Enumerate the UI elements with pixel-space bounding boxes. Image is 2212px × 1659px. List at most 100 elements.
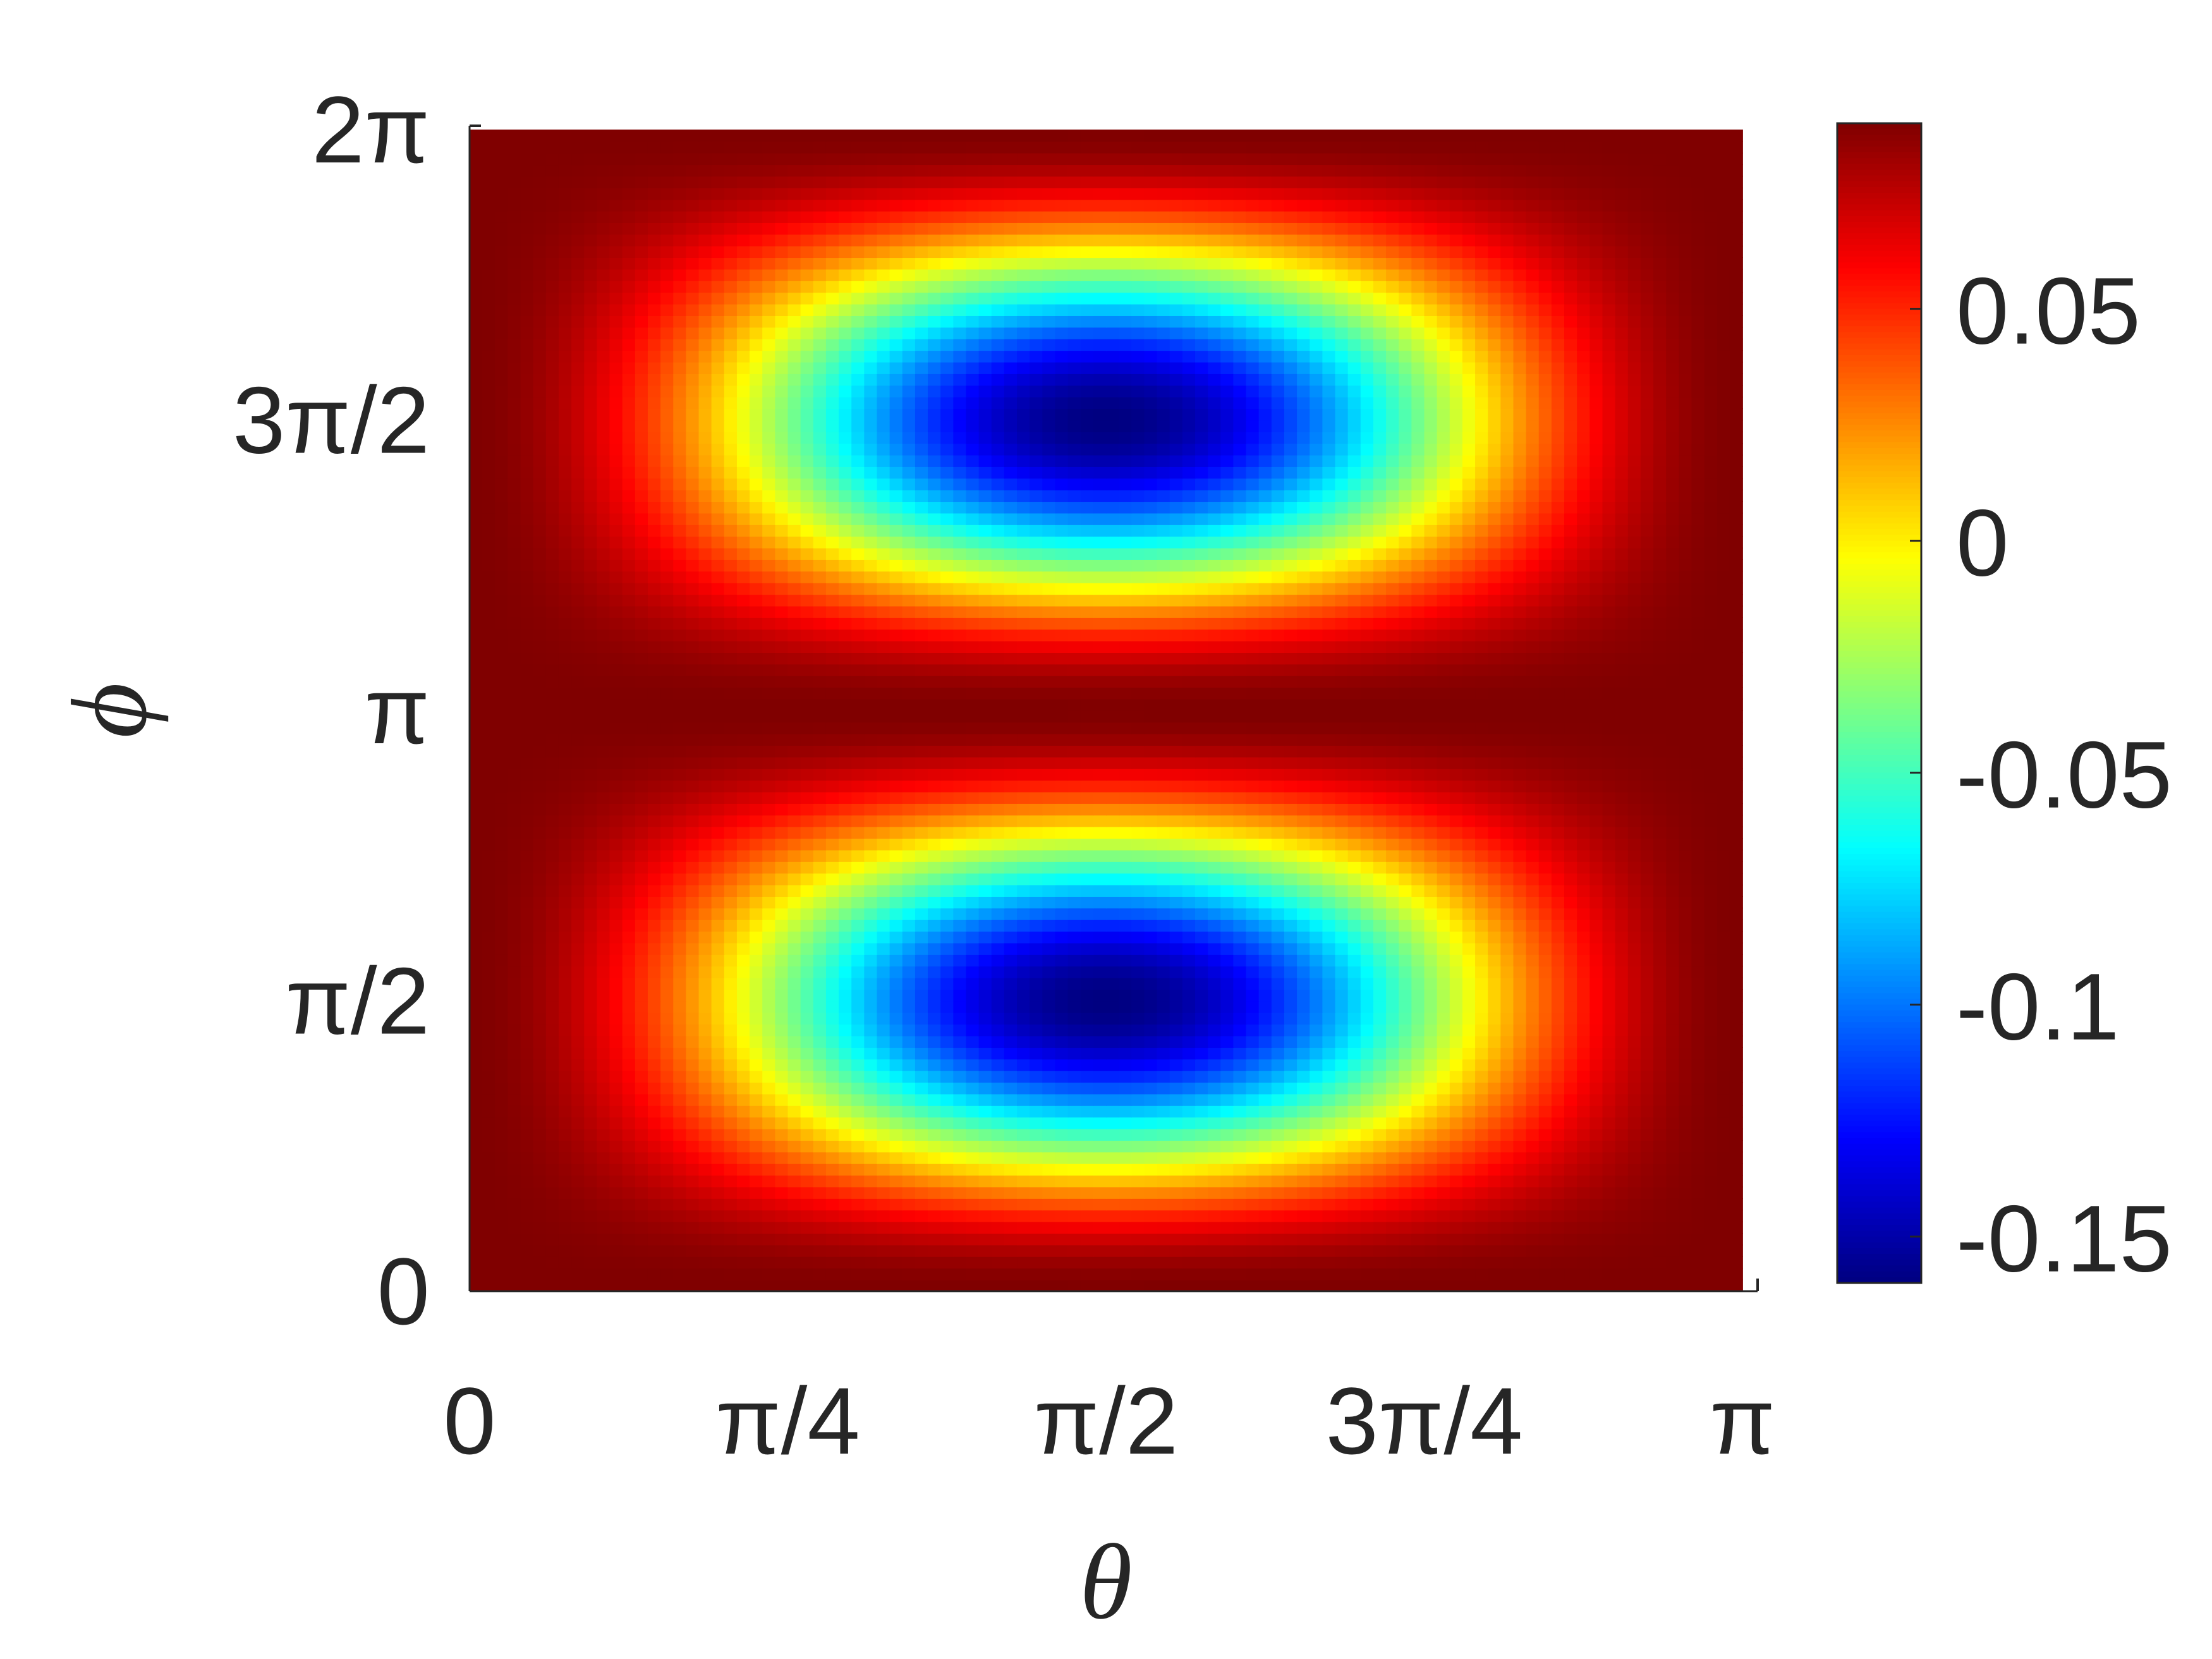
heatmap-cell xyxy=(1538,1221,1552,1234)
heatmap-cell xyxy=(1538,1186,1552,1199)
heatmap-cell xyxy=(647,1012,661,1025)
heatmap-cell xyxy=(533,1233,547,1246)
heatmap-cell xyxy=(1386,1221,1400,1234)
heatmap-cell xyxy=(470,966,483,978)
heatmap-cell xyxy=(889,1175,903,1188)
heatmap-cell xyxy=(889,1035,903,1048)
heatmap-cell xyxy=(928,1256,942,1269)
heatmap-cell xyxy=(571,1012,585,1025)
heatmap-cell xyxy=(825,803,839,816)
heatmap-cell xyxy=(1627,896,1641,909)
heatmap-cell xyxy=(647,1256,661,1269)
heatmap-cell xyxy=(470,1279,483,1292)
heatmap-cell xyxy=(1437,931,1450,944)
heatmap-cell xyxy=(991,1175,1005,1188)
heatmap-cell xyxy=(1462,1128,1476,1141)
heatmap-cell xyxy=(787,1070,801,1083)
heatmap-cell xyxy=(1577,896,1591,909)
heatmap-cell xyxy=(1335,896,1349,909)
heatmap-cell xyxy=(1449,989,1463,1002)
heatmap-cell xyxy=(660,873,674,885)
heatmap-cell xyxy=(533,884,547,897)
heatmap-cell xyxy=(584,1128,598,1141)
heatmap-cell xyxy=(1182,908,1196,920)
heatmap-cell xyxy=(877,1198,890,1211)
heatmap-cell xyxy=(1360,1012,1374,1025)
heatmap-cell xyxy=(1131,884,1145,897)
heatmap-cell xyxy=(1449,803,1463,816)
heatmap-cell xyxy=(1042,849,1056,862)
heatmap-cell xyxy=(1169,1221,1183,1234)
heatmap-cell xyxy=(495,745,509,758)
heatmap-cell xyxy=(1373,966,1387,978)
heatmap-cell xyxy=(839,803,853,816)
heatmap-cell xyxy=(1449,942,1463,955)
heatmap-cell xyxy=(1615,1105,1629,1118)
heatmap-cell xyxy=(1106,873,1120,885)
heatmap-cell xyxy=(1437,873,1450,885)
heatmap-cell xyxy=(698,861,712,874)
heatmap-cell xyxy=(1093,1279,1107,1292)
heatmap-cell xyxy=(584,1082,598,1095)
heatmap-cell xyxy=(495,791,509,804)
heatmap-cell xyxy=(966,1105,980,1118)
heatmap-cell xyxy=(1564,733,1578,746)
heatmap-cell xyxy=(825,966,839,978)
heatmap-cell xyxy=(647,1221,661,1234)
heatmap-cell xyxy=(1627,1012,1641,1025)
heatmap-cell xyxy=(825,1140,839,1153)
heatmap-cell xyxy=(1399,1093,1413,1106)
heatmap-cell xyxy=(1386,966,1400,978)
heatmap-cell xyxy=(1360,1059,1374,1071)
heatmap-cell xyxy=(1551,710,1565,723)
heatmap-cell xyxy=(978,1140,992,1153)
heatmap-cell xyxy=(1462,1244,1476,1257)
heatmap-cell xyxy=(928,942,942,955)
heatmap-cell xyxy=(584,896,598,909)
heatmap-cell xyxy=(1373,1140,1387,1153)
heatmap-cell xyxy=(686,1175,700,1188)
heatmap-cell xyxy=(800,1256,814,1269)
heatmap-cell xyxy=(1131,1186,1145,1199)
heatmap-cell xyxy=(1729,989,1743,1002)
heatmap-cell xyxy=(1627,710,1641,723)
heatmap-cell xyxy=(1449,908,1463,920)
heatmap-cell xyxy=(1284,1012,1297,1025)
heatmap-cell xyxy=(877,1221,890,1234)
heatmap-cell xyxy=(800,1059,814,1071)
heatmap-cell xyxy=(724,1186,738,1199)
heatmap-cell xyxy=(1131,1221,1145,1234)
heatmap-cell xyxy=(698,908,712,920)
heatmap-cell xyxy=(736,1000,750,1013)
heatmap-cell xyxy=(571,966,585,978)
heatmap-cell xyxy=(1717,1140,1730,1153)
heatmap-cell xyxy=(864,1082,878,1095)
heatmap-cell xyxy=(647,942,661,955)
heatmap-cell xyxy=(1729,1024,1743,1036)
heatmap-cell xyxy=(1500,1210,1514,1222)
heatmap-cell xyxy=(1704,1210,1718,1222)
heatmap-cell xyxy=(1246,1268,1260,1280)
heatmap-cell xyxy=(1449,1105,1463,1118)
heatmap-cell xyxy=(1500,1059,1514,1071)
heatmap-cell xyxy=(1437,815,1450,827)
heatmap-cell xyxy=(1335,815,1349,827)
heatmap-cell xyxy=(940,1256,954,1269)
heatmap-cell xyxy=(724,1268,738,1280)
heatmap-cell xyxy=(1717,838,1730,851)
heatmap-cell xyxy=(1627,1268,1641,1280)
heatmap-cell xyxy=(533,1117,547,1129)
heatmap-cell xyxy=(750,1047,763,1060)
heatmap-cell xyxy=(1717,919,1730,932)
heatmap-cell xyxy=(1615,1047,1629,1060)
heatmap-cell xyxy=(1208,826,1222,839)
heatmap-cell xyxy=(1526,838,1540,851)
heatmap-cell xyxy=(750,896,763,909)
heatmap-cell xyxy=(1488,1210,1502,1222)
heatmap-cell xyxy=(1538,908,1552,920)
heatmap-cell xyxy=(966,1093,980,1106)
heatmap-cell xyxy=(1717,815,1730,827)
heatmap-cell xyxy=(1233,733,1247,746)
heatmap-cell xyxy=(558,931,573,944)
heatmap-cell xyxy=(724,1024,738,1036)
